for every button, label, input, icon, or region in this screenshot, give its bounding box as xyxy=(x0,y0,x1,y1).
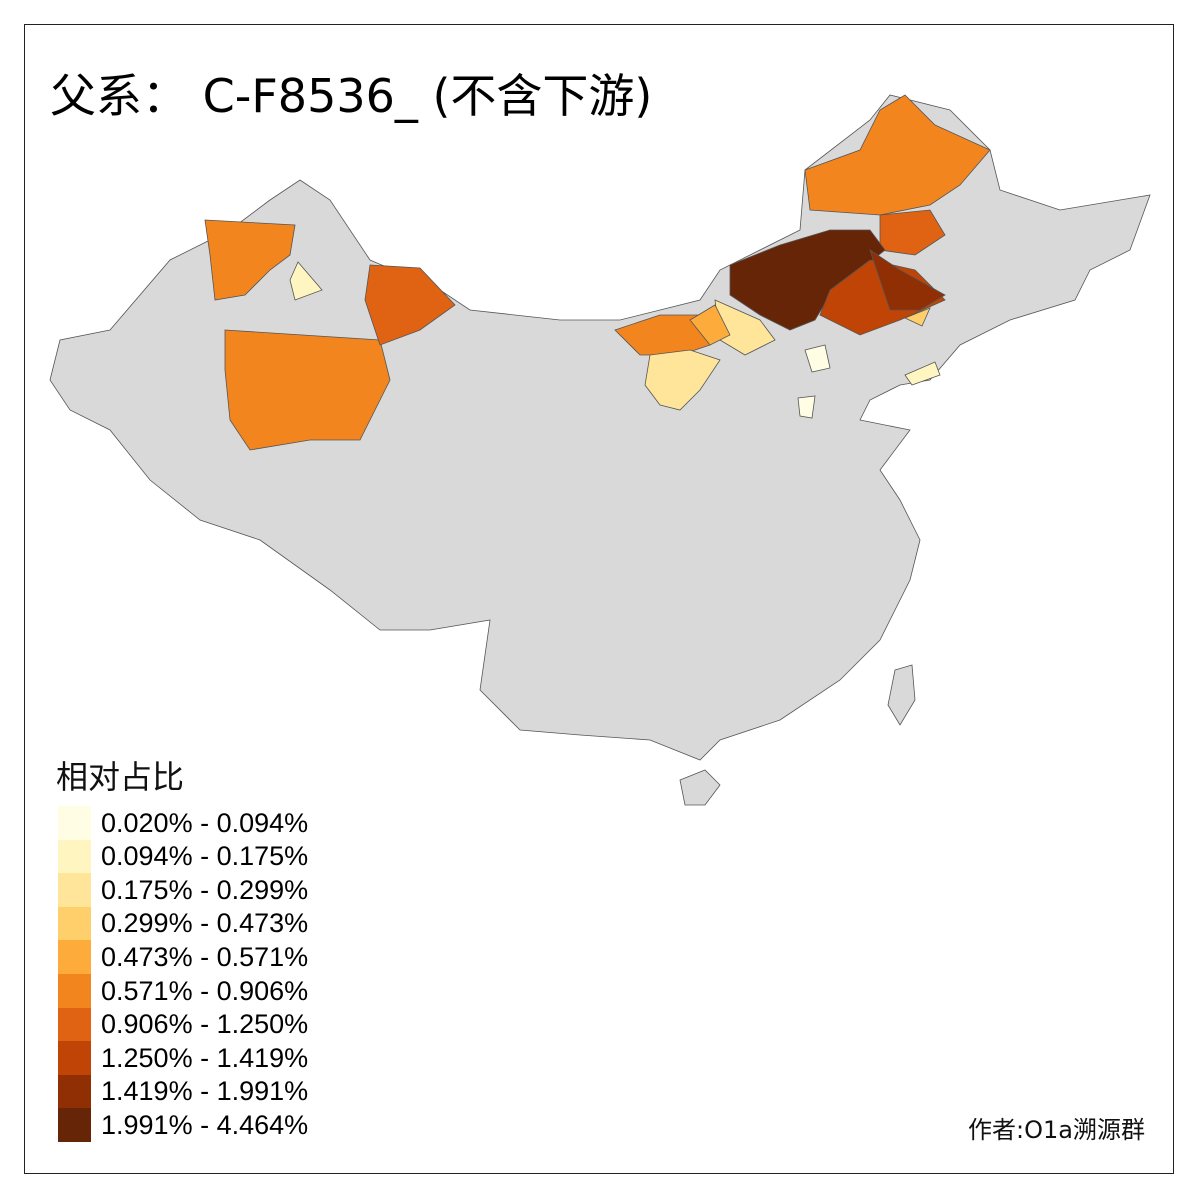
legend-swatch xyxy=(58,806,91,840)
legend-item: 0.299% - 0.473% xyxy=(58,906,309,941)
province-region xyxy=(903,307,931,327)
legend-swatch xyxy=(58,1108,91,1143)
legend-item: 0.571% - 0.906% xyxy=(58,974,308,1008)
legend-item: 0.473% - 0.571% xyxy=(58,940,309,975)
author-credit: 作者:O1a溯源群 xyxy=(968,1116,1145,1144)
legend-label: 0.020% - 0.094% xyxy=(101,807,309,838)
legend-swatch xyxy=(58,974,91,1008)
legend-label: 0.299% - 0.473% xyxy=(101,908,309,939)
map-title: 父系： C-F8536_ (不含下游) xyxy=(50,69,653,123)
province-region xyxy=(289,261,323,301)
legend-item: 1.419% - 1.991% xyxy=(58,1074,309,1109)
legend-label: 0.906% - 1.250% xyxy=(101,1009,309,1040)
province-region xyxy=(804,94,991,216)
legend-label: 1.419% - 1.991% xyxy=(101,1076,309,1107)
province-region xyxy=(689,304,731,346)
island-region xyxy=(887,664,916,726)
province-region xyxy=(804,344,831,373)
legend-item: 0.906% - 1.250% xyxy=(58,1007,309,1042)
province-region xyxy=(644,349,721,411)
province-region xyxy=(224,329,391,451)
legend-item: 0.020% - 0.094% xyxy=(58,806,308,840)
legend-item: 1.250% - 1.419% xyxy=(58,1041,309,1076)
legend-swatch xyxy=(58,1007,91,1042)
legend-item: 0.175% - 0.299% xyxy=(58,873,309,908)
country-region xyxy=(49,94,1151,761)
legend-label: 0.473% - 0.571% xyxy=(101,941,309,972)
legend-swatch xyxy=(58,940,91,975)
legend-title: 相对占比 xyxy=(56,758,185,796)
island-region xyxy=(679,769,721,806)
legend-label: 0.571% - 0.906% xyxy=(101,975,309,1006)
legend-swatch xyxy=(58,839,91,874)
legend-swatch xyxy=(58,873,91,908)
province-region xyxy=(204,219,296,301)
legend-swatch xyxy=(58,1041,91,1076)
legend-swatch xyxy=(58,906,91,941)
legend-label: 0.175% - 0.299% xyxy=(101,874,309,905)
province-region xyxy=(364,264,456,346)
legend-label: 1.250% - 1.419% xyxy=(101,1042,309,1073)
legend-swatch xyxy=(58,1074,91,1109)
legend-label: 1.991% - 4.464% xyxy=(101,1109,309,1140)
figure-border xyxy=(24,24,1174,1174)
province-region xyxy=(904,361,941,386)
legend-item: 0.094% - 0.175% xyxy=(58,839,309,874)
province-region xyxy=(869,249,946,311)
legend-item: 1.991% - 4.464% xyxy=(58,1108,309,1143)
legend-label: 0.094% - 0.175% xyxy=(101,841,309,872)
province-region xyxy=(797,395,816,419)
